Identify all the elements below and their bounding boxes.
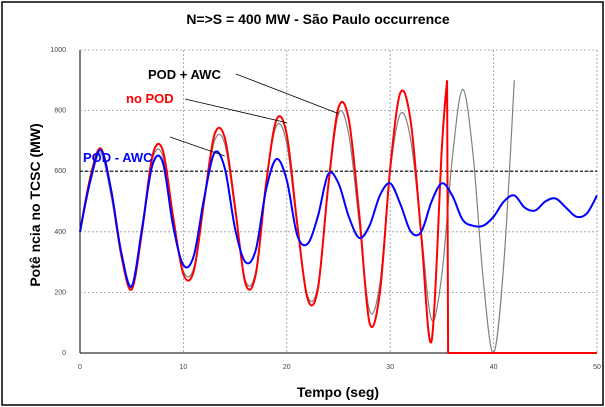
series-annotation-label: POD + AWC	[148, 67, 221, 82]
series-layer	[79, 80, 598, 354]
annotation-leader-line	[169, 136, 225, 157]
x-tick-label: 40	[490, 364, 498, 371]
y-tick-label: 400	[54, 229, 66, 236]
y-tick-label: 1000	[50, 47, 66, 54]
annotation-leader-line	[184, 98, 287, 124]
annotation-layer: POD + AWC no POD POD - AWC	[83, 67, 339, 165]
x-tick-label: 50	[593, 364, 601, 371]
y-tick-label: 600	[54, 168, 66, 175]
series-annotation-label: no POD	[126, 91, 174, 106]
x-tick-label: 0	[78, 364, 82, 371]
chart-title: N=>S = 400 MW - São Paulo occurrence	[186, 11, 450, 27]
series-annotation-label: POD - AWC	[83, 150, 153, 165]
y-tick-label: 800	[54, 108, 66, 115]
y-tick-label: 0	[62, 350, 66, 357]
y-tick-label: 200	[54, 289, 66, 296]
x-axis-label: Tempo (seg)	[297, 384, 379, 400]
tick-labels: 0 200 400 600 800 1000 0 10 20 30 40 50	[50, 47, 601, 371]
series-line	[79, 149, 598, 288]
y-axis-label: Potê ncia no TCSC (MW)	[27, 123, 43, 286]
x-tick-label: 30	[386, 364, 394, 371]
annotation-leader-line	[235, 73, 339, 115]
x-tick-label: 10	[180, 364, 188, 371]
x-tick-label: 20	[283, 364, 291, 371]
